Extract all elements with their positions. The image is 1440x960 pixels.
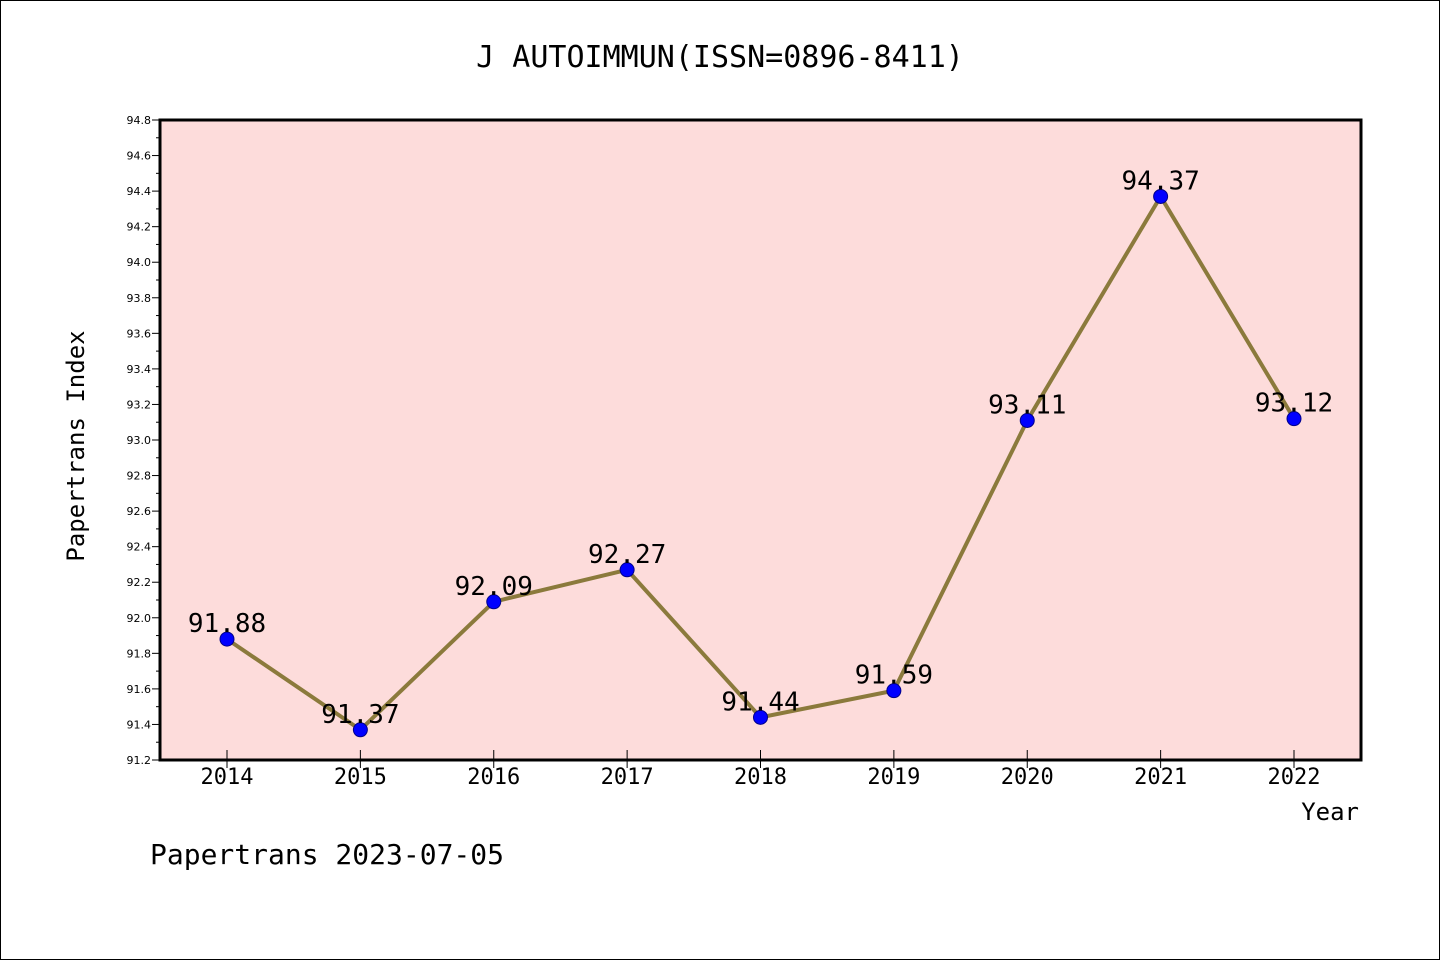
data-label: 92.27	[588, 540, 666, 570]
y-tick-label: 91.4	[127, 718, 152, 731]
y-tick-label: 94.2	[127, 221, 152, 234]
y-axis-label: Papertrans Index	[62, 330, 90, 561]
data-point	[1019, 412, 1035, 428]
x-tick-label: 2016	[467, 765, 520, 790]
data-point	[1153, 188, 1169, 204]
x-tick-label: 2018	[734, 765, 787, 790]
y-tick-label: 93.4	[127, 363, 152, 376]
y-tick-label: 94.8	[127, 114, 152, 127]
x-tick-label: 2022	[1268, 765, 1321, 790]
y-tick-label: 92.8	[127, 470, 152, 483]
y-tick-label: 91.2	[127, 754, 152, 767]
data-point	[619, 562, 635, 578]
x-tick-label: 2021	[1134, 765, 1187, 790]
y-tick-label: 93.8	[127, 292, 152, 305]
y-axis: 91.2 91.4 91.6 91.8 92.0 92.2 92.4 92.6 92.8 93.0…	[127, 114, 160, 767]
y-tick-label: 94.0	[127, 256, 152, 269]
x-axis: 2014 2015 2016 2017 2018 2019 2020 2021 2022	[201, 750, 1321, 790]
data-point	[753, 709, 768, 725]
data-label: 91.88	[188, 609, 266, 639]
y-tick-label: 94.4	[127, 185, 152, 198]
x-tick-label: 2019	[867, 765, 920, 790]
chart-title: J AUTOIMMUN(ISSN=0896-8411)	[476, 40, 964, 75]
y-tick-label: 92.6	[127, 505, 152, 518]
data-label: 94.37	[1121, 166, 1199, 196]
y-tick-label: 93.6	[127, 327, 152, 340]
y-tick-label: 91.8	[127, 647, 152, 660]
x-tick-label: 2017	[601, 765, 654, 790]
x-tick-label: 2015	[334, 765, 387, 790]
data-label: 91.44	[721, 687, 799, 717]
data-label: 91.37	[321, 700, 399, 730]
series-markers	[219, 188, 1302, 738]
x-axis-label: Year	[1301, 798, 1359, 826]
y-tick-label: 92.2	[127, 576, 152, 589]
y-tick-label: 92.0	[127, 612, 152, 625]
y-tick-label: 93.0	[127, 434, 152, 447]
plot-area	[158, 118, 1363, 762]
data-label: 93.11	[988, 390, 1066, 420]
x-tick-label: 2020	[1001, 765, 1054, 790]
y-tick-label: 94.6	[127, 150, 152, 163]
data-point	[219, 631, 235, 647]
data-point	[486, 594, 502, 610]
data-point	[352, 722, 368, 738]
data-label: 93.12	[1255, 389, 1333, 419]
y-tick-label: 93.2	[127, 398, 152, 411]
y-tick-label: 91.6	[127, 683, 152, 696]
x-tick-label: 2014	[201, 765, 254, 790]
data-point	[1286, 411, 1302, 427]
data-label: 91.59	[855, 661, 933, 691]
footer-stamp: Papertrans 2023-07-05	[150, 838, 504, 871]
data-point	[886, 683, 902, 699]
y-tick-label: 92.4	[127, 541, 152, 554]
data-labels: 91.88 91.37 92.09 92.27 91.44 91.59 93.11 94.37…	[188, 166, 1333, 729]
data-label: 92.09	[455, 572, 533, 602]
